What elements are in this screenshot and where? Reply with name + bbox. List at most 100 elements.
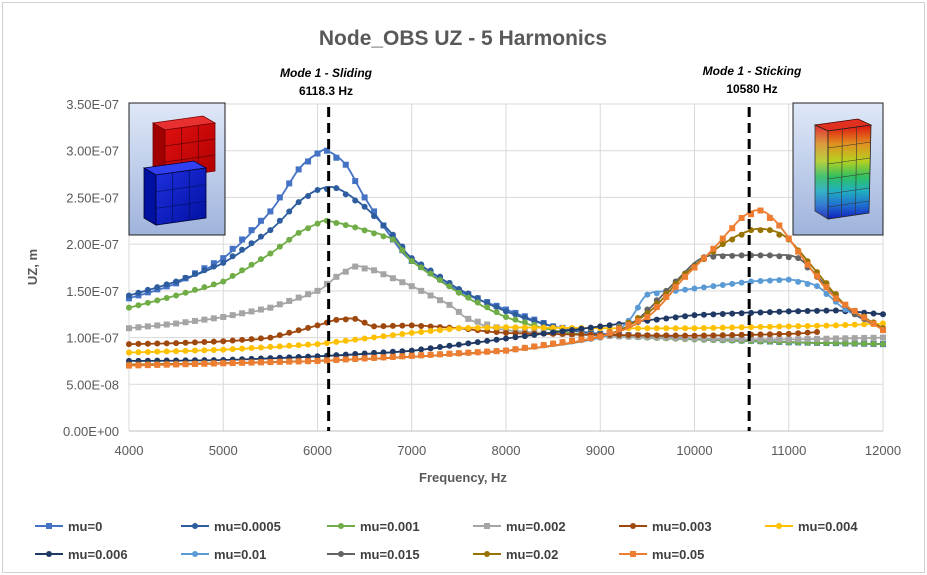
data-point	[842, 335, 849, 342]
data-point	[361, 194, 368, 201]
data-point	[738, 279, 745, 286]
data-point	[295, 342, 302, 349]
data-point	[418, 328, 425, 335]
data-point	[182, 339, 189, 346]
data-point	[399, 247, 406, 254]
data-point	[173, 361, 180, 368]
data-point	[795, 248, 802, 255]
data-point	[814, 335, 821, 342]
data-point	[512, 346, 519, 353]
data-point	[606, 329, 613, 336]
data-point	[352, 263, 359, 270]
data-point	[493, 336, 500, 343]
data-point	[399, 331, 406, 338]
data-point	[823, 284, 830, 291]
data-point	[323, 280, 330, 287]
data-point	[314, 322, 321, 329]
data-point	[201, 347, 208, 354]
data-point	[389, 353, 396, 360]
legend-label: mu=0.001	[360, 519, 420, 534]
legend-item-mu=0.003: mu=0.003	[619, 519, 712, 534]
data-point	[191, 360, 198, 367]
data-point	[493, 328, 500, 335]
data-point	[568, 337, 575, 344]
data-point	[314, 220, 321, 227]
data-point	[785, 330, 792, 337]
data-point	[493, 348, 500, 355]
data-point	[333, 316, 340, 323]
data-point	[201, 284, 208, 291]
data-point	[748, 324, 755, 331]
data-point	[229, 245, 236, 252]
data-point	[625, 332, 632, 339]
data-point	[766, 336, 773, 343]
data-point	[361, 355, 368, 362]
data-point	[126, 362, 132, 369]
data-point	[267, 250, 274, 257]
data-point	[832, 307, 839, 314]
legend-item-mu=0.006: mu=0.006	[35, 547, 128, 562]
data-point	[352, 336, 359, 343]
data-point	[700, 255, 707, 262]
data-point	[465, 294, 472, 301]
data-point	[210, 360, 217, 367]
data-point	[408, 347, 415, 354]
legend: mu=0 mu=0.0005 mu=0.001 mu=0.002 mu=0.003 mu=…	[35, 519, 858, 562]
data-point	[814, 322, 821, 329]
data-point	[719, 235, 726, 242]
data-point	[578, 325, 585, 332]
data-point	[305, 158, 312, 165]
data-point	[512, 330, 519, 337]
data-point	[286, 329, 293, 336]
data-point	[286, 342, 293, 349]
data-point	[239, 345, 246, 352]
data-point	[738, 214, 745, 221]
data-point	[371, 267, 378, 274]
data-point	[653, 316, 660, 323]
data-point	[870, 334, 877, 341]
data-point	[729, 225, 736, 232]
data-point	[257, 233, 264, 240]
data-point	[474, 299, 481, 306]
data-point	[352, 315, 359, 322]
data-point	[842, 322, 849, 329]
data-point	[173, 320, 180, 327]
y-tick-label: 1.00E-07	[66, 331, 119, 346]
data-point	[766, 214, 773, 221]
data-point	[418, 352, 425, 359]
data-point	[663, 315, 670, 322]
data-point	[710, 332, 717, 339]
data-point	[314, 357, 321, 364]
data-point	[484, 348, 491, 355]
series-layer	[126, 147, 886, 369]
data-point	[748, 336, 755, 343]
data-point	[795, 255, 802, 262]
data-point	[804, 261, 811, 268]
data-point	[484, 324, 491, 331]
data-point	[729, 252, 736, 259]
data-point	[521, 314, 528, 321]
data-point	[455, 308, 462, 315]
data-point	[144, 362, 151, 369]
series-mu=0.003	[126, 315, 821, 348]
data-point	[276, 243, 283, 250]
data-point	[672, 314, 679, 321]
y-tick-label: 1.50E-07	[66, 284, 119, 299]
y-tick-label: 0.00E+00	[63, 424, 119, 439]
data-point	[804, 308, 811, 315]
x-tick-label: 9000	[586, 443, 615, 458]
data-point	[682, 286, 689, 293]
chart-svg: Node_OBS UZ - 5 Harmonics 0.00E+00 5.00E-…	[25, 27, 901, 562]
data-point	[823, 322, 830, 329]
data-point	[776, 231, 783, 238]
data-point	[144, 286, 151, 293]
data-point	[427, 345, 434, 352]
data-point	[154, 348, 161, 355]
data-point	[559, 328, 566, 335]
data-point	[437, 327, 444, 334]
legend-swatch-marker	[484, 523, 490, 529]
data-point	[229, 337, 236, 344]
data-point	[785, 336, 792, 343]
data-point	[323, 147, 330, 154]
data-point	[682, 332, 689, 339]
